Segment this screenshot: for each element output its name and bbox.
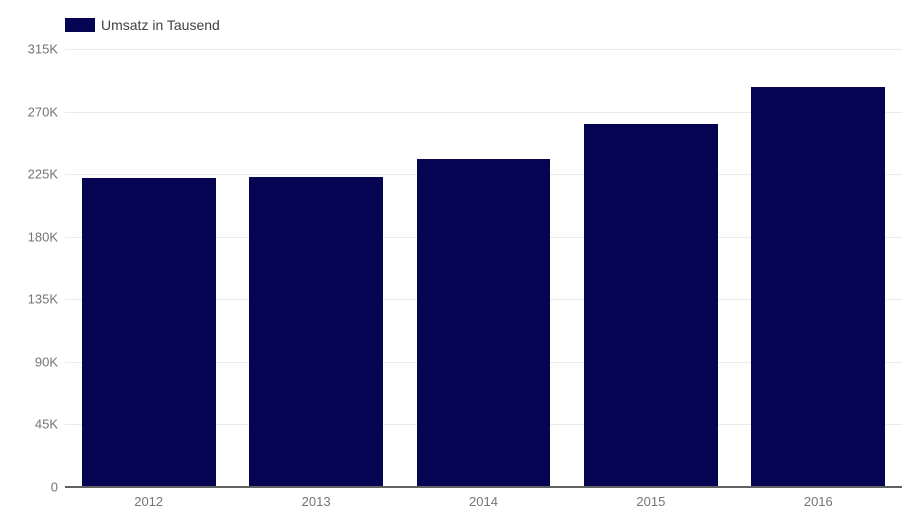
plot-area bbox=[65, 49, 902, 488]
x-tick-label: 2014 bbox=[469, 494, 498, 509]
x-tick-label: 2016 bbox=[803, 494, 833, 509]
y-tick-label: 45K bbox=[34, 416, 58, 432]
y-tick-label: 135K bbox=[27, 291, 58, 307]
legend-swatch bbox=[65, 18, 95, 32]
x-tick-label: 2013 bbox=[301, 494, 331, 509]
y-tick-label: 180K bbox=[27, 229, 58, 245]
bar-2014[interactable] bbox=[416, 158, 551, 487]
y-tick-label: 90K bbox=[34, 354, 58, 370]
y-tick-label: 270K bbox=[27, 104, 58, 120]
bar-2013[interactable] bbox=[249, 176, 384, 487]
x-axis: 2012 2013 2014 2015 2016 bbox=[65, 494, 902, 512]
x-tick-label: 2015 bbox=[636, 494, 666, 509]
gridline bbox=[65, 111, 902, 113]
y-tick-label: 315K bbox=[27, 41, 58, 57]
legend-item[interactable]: Umsatz in Tausend bbox=[65, 17, 220, 33]
x-tick-label: 2012 bbox=[134, 494, 164, 509]
bar-2015[interactable] bbox=[583, 124, 718, 487]
y-tick-label: 225K bbox=[27, 166, 58, 182]
x-axis-line bbox=[65, 486, 902, 488]
bar-2012[interactable] bbox=[81, 178, 216, 487]
legend-label: Umsatz in Tausend bbox=[101, 17, 220, 33]
bar-2016[interactable] bbox=[751, 86, 886, 487]
gridline bbox=[65, 49, 902, 50]
y-axis: 0 45K 90K 135K 180K 225K 270K 315K bbox=[0, 42, 58, 495]
y-tick-label: 0 bbox=[50, 479, 58, 495]
